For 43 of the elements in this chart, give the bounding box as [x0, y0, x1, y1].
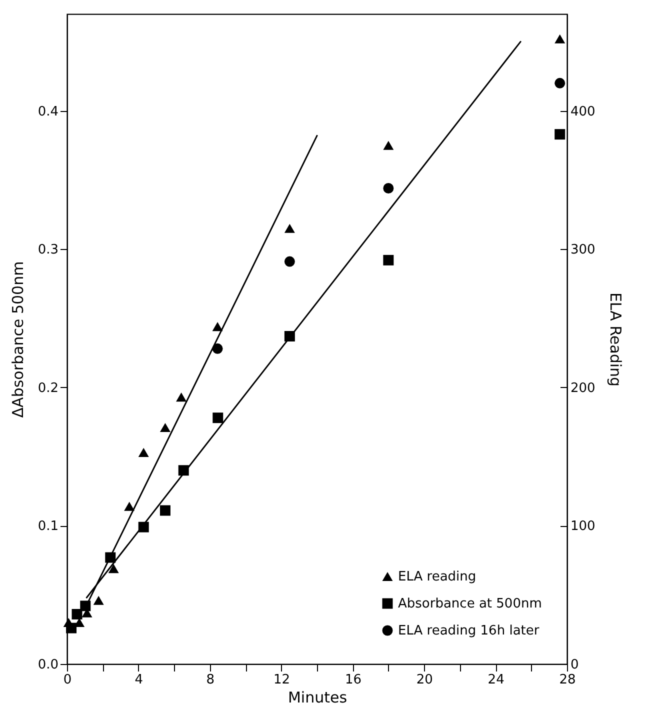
- point: [554, 129, 566, 140]
- legend-label: ELA reading: [398, 570, 476, 584]
- y2-tick-label: 200: [570, 380, 596, 396]
- x-tick-label: 12: [274, 672, 290, 688]
- point: [383, 183, 394, 194]
- point: [554, 34, 566, 44]
- x-tick-label: 4: [134, 672, 144, 688]
- legend-label: ELA reading 16h later: [398, 624, 540, 638]
- point: [93, 596, 104, 605]
- y2-tick-label: 100: [570, 519, 596, 534]
- y-tick-label: 0.4: [38, 104, 58, 120]
- point: [212, 412, 224, 424]
- point: [383, 254, 394, 266]
- x-tick-label: 8: [206, 672, 214, 688]
- y2-tick-label: 0: [570, 658, 579, 672]
- x-tick-label: 24: [488, 672, 504, 688]
- point: [138, 448, 149, 457]
- x-tick-label: 0: [63, 672, 72, 688]
- point: [284, 256, 295, 267]
- point: [176, 392, 187, 402]
- point: [108, 564, 119, 574]
- y-tick-label: 0.3: [38, 242, 58, 258]
- point: [554, 78, 566, 88]
- point: [72, 608, 82, 620]
- x-axis-title: Minutes: [288, 688, 348, 706]
- x-tick-label: 28: [559, 672, 576, 688]
- point: [160, 422, 170, 432]
- point: [160, 505, 170, 516]
- point: [212, 343, 223, 354]
- x-tick-label: 16: [344, 672, 362, 688]
- legend-label: Absorbance at 500nm: [398, 596, 542, 612]
- y-tick-label: 0.2: [38, 380, 58, 396]
- x-tick-label: 20: [416, 672, 433, 688]
- point: [124, 502, 135, 511]
- y-axis-title: ΔAbsorbance 500nm: [8, 261, 27, 418]
- y2-tick-label: 400: [570, 104, 596, 120]
- y-tick-label: 0.0: [38, 658, 58, 672]
- point: [212, 322, 223, 332]
- y-tick-label: 0.1: [38, 519, 58, 534]
- point: [284, 224, 295, 233]
- point: [383, 140, 394, 150]
- y2-axis-title: ELA Reading: [606, 292, 624, 387]
- y2-tick-label: 300: [570, 242, 596, 258]
